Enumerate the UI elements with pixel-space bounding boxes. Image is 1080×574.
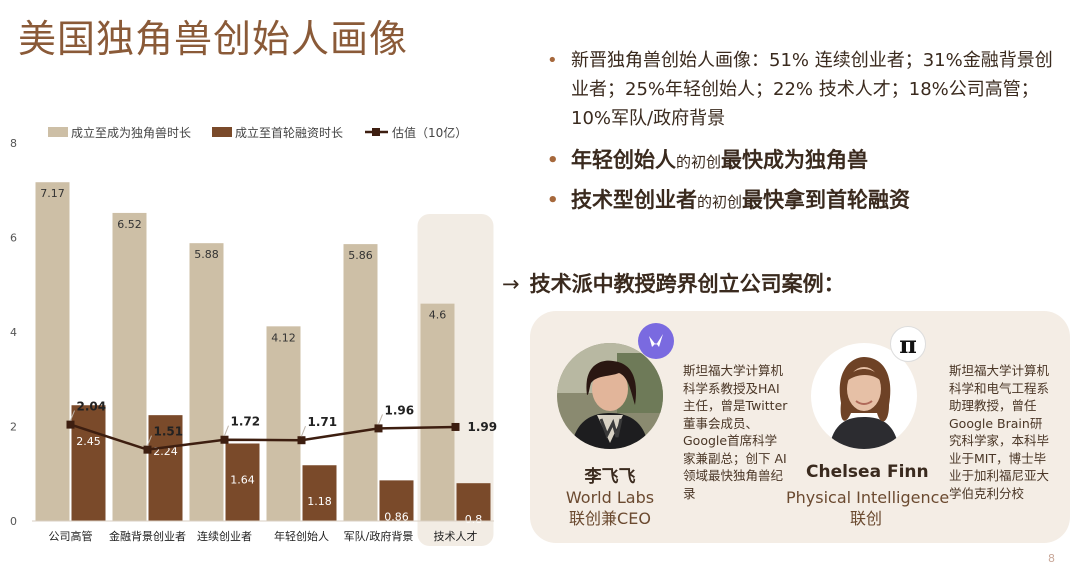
bar-unicorn-time <box>112 212 147 521</box>
data-label: 1.18 <box>307 495 332 508</box>
y-tick-label: 8 <box>10 137 17 150</box>
bullet-dot-icon: • <box>547 150 559 171</box>
x-tick-label: 技术人才 <box>434 529 478 543</box>
person-bio: 斯坦福大学计算机科学和电气工程系助理教授，曾任Google Brain研究科学家… <box>949 363 1050 501</box>
world-labs-logo-icon <box>638 323 674 359</box>
bullet-founder-profile: • 新晋独角兽创始人画像：51% 连续创业者；31%金融背景创业者；25%年轻创… <box>545 46 1065 133</box>
label-leader <box>70 410 75 421</box>
bullet-founder-profile-text: 新晋独角兽创始人画像：51% 连续创业者；31%金融背景创业者；25%年轻创始人… <box>571 50 1053 129</box>
x-tick-label: 连续创业者 <box>197 529 252 543</box>
valuation-line <box>70 423 456 451</box>
data-label: 4.6 <box>429 309 447 322</box>
valuation-label: 2.04 <box>77 400 107 414</box>
data-label: 0.86 <box>384 510 409 523</box>
valuation-label: 1.72 <box>231 415 261 429</box>
valuation-marker <box>66 420 75 429</box>
x-tick-label: 金融背景创业者 <box>109 529 186 543</box>
label-leader <box>301 426 306 437</box>
case-study-heading-text: 技术派中教授跨界创立公司案例： <box>529 272 845 296</box>
bar-unicorn-time <box>343 244 378 522</box>
person-name: 李飞飞 <box>584 467 636 487</box>
person-name: Chelsea Finn <box>806 462 929 482</box>
valuation-marker <box>220 435 229 444</box>
data-label: 7.17 <box>40 187 65 200</box>
bullet-tech-founders-claim: 最快拿到首轮融资 <box>742 188 911 212</box>
bullet-dot-icon: • <box>547 50 558 71</box>
organization-name: World Labs <box>565 488 655 507</box>
valuation-marker <box>297 436 306 445</box>
valuation-marker <box>451 422 460 431</box>
x-tick-label: 年轻创始人 <box>274 529 329 543</box>
bullet-tech-founders-subject: 技术型创业者 <box>571 188 697 212</box>
slide-title: 美国独角兽创始人画像 <box>18 17 409 61</box>
bar-first-funding-time <box>71 405 106 521</box>
bar-line-chart: 0 2 4 6 8 成立至成为独角兽时长 成立至首轮融资时长 估值（10亿） 7.17 2.45 公… <box>10 125 498 546</box>
person-organization: Physical Intelligence 联创 <box>786 487 950 529</box>
legend-swatch <box>212 127 232 137</box>
bullet-young-founders-subject: 年轻创始人 <box>571 148 676 172</box>
y-tick-label: 4 <box>10 326 17 339</box>
bar-first-funding-time <box>225 443 260 521</box>
label-leader <box>224 425 229 436</box>
bar-unicorn-time <box>266 326 301 521</box>
valuation-marker <box>143 445 152 454</box>
person-organization: World Labs 联创兼CEO <box>540 487 680 529</box>
person-bio: 斯坦福大学计算机科学系教授及HAI主任，曾是Twitter董事会成员、Googl… <box>683 363 788 501</box>
bar-first-funding-time <box>302 465 337 521</box>
y-tick-label: 6 <box>10 232 17 245</box>
label-leader <box>147 435 152 446</box>
legend-label: 成立至成为独角兽时长 <box>71 125 191 140</box>
y-tick-label: 2 <box>10 421 17 434</box>
bullet-young-founders-claim: 最快成为独角兽 <box>721 148 869 172</box>
data-label: 6.52 <box>117 218 142 231</box>
bullet-young-founders: • 年轻创始人的初创最快成为独角兽 <box>545 145 1065 177</box>
key-findings-list: • 新晋独角兽创始人画像：51% 连续创业者；31%金融背景创业者；25%年轻创… <box>545 46 1065 217</box>
portrait-fei-fei-li <box>557 343 663 449</box>
portrait-chelsea-finn <box>811 343 917 449</box>
legend-marker <box>372 128 380 136</box>
legend-label: 估值（10亿） <box>392 125 467 140</box>
legend-swatch <box>48 127 68 137</box>
valuation-label: 1.51 <box>154 425 184 439</box>
case-study-heading: → 技术派中教授跨界创立公司案例： <box>502 268 845 298</box>
data-label: 2.45 <box>76 435 101 448</box>
data-label: 0.8 <box>465 513 483 526</box>
bar-first-funding-time <box>148 415 183 521</box>
person-role: 联创兼CEO <box>569 509 651 528</box>
bullet-tech-founders-connector: 的初创 <box>697 193 743 211</box>
valuation-label: 1.96 <box>385 403 415 417</box>
data-label: 5.88 <box>194 248 219 261</box>
x-tick-label: 公司高管 <box>49 529 93 543</box>
valuation-label: 1.99 <box>468 420 498 434</box>
pi-logo-icon: π <box>890 326 926 362</box>
bullet-dot-icon: • <box>547 190 559 211</box>
bullet-young-founders-connector: 的初创 <box>676 153 722 171</box>
organization-name: Physical Intelligence <box>786 488 950 507</box>
legend-label: 成立至首轮融资时长 <box>235 125 343 140</box>
person-role: 联创 <box>849 509 882 528</box>
bar-unicorn-time <box>420 303 455 521</box>
x-tick-label: 军队/政府背景 <box>344 529 414 543</box>
data-label: 5.86 <box>348 249 373 262</box>
bar-first-funding-time <box>379 480 414 521</box>
label-leader <box>378 414 383 425</box>
page-number: 8 <box>1048 552 1055 565</box>
bar-unicorn-time <box>35 182 70 521</box>
bar-first-funding-time <box>456 483 491 521</box>
bar-unicorn-time <box>189 243 224 522</box>
valuation-label: 1.71 <box>308 415 338 429</box>
arrow-right-icon: → <box>502 272 520 296</box>
y-tick-label: 0 <box>10 515 17 528</box>
data-label: 4.12 <box>271 331 296 344</box>
valuation-marker <box>374 424 383 433</box>
data-label: 1.64 <box>230 474 255 487</box>
bullet-tech-founders: • 技术型创业者的初创最快拿到首轮融资 <box>545 185 1065 217</box>
